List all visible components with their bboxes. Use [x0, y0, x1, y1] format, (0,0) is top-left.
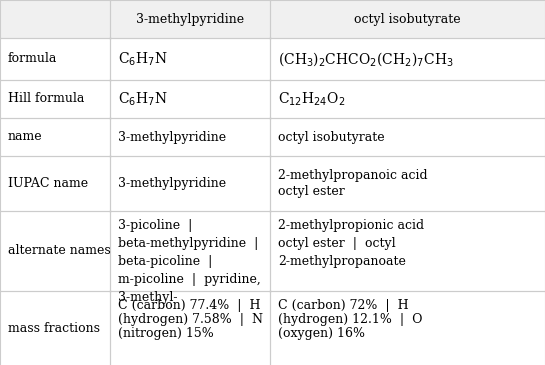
Text: name: name — [8, 131, 43, 143]
Text: IUPAC name: IUPAC name — [8, 177, 88, 190]
Bar — [0, 0, 110, 38]
Text: formula: formula — [8, 53, 57, 65]
Text: C$_6$H$_7$N: C$_6$H$_7$N — [118, 90, 168, 108]
Text: (nitrogen) 15%: (nitrogen) 15% — [118, 327, 214, 340]
Text: octyl isobutyrate: octyl isobutyrate — [278, 131, 385, 143]
Text: C$_{12}$H$_{24}$O$_2$: C$_{12}$H$_{24}$O$_2$ — [278, 90, 345, 108]
Text: 3-methylpyridine: 3-methylpyridine — [118, 177, 226, 190]
Text: (oxygen) 16%: (oxygen) 16% — [278, 327, 365, 340]
Text: (CH$_3$)$_2$CHCO$_2$(CH$_2$)$_7$CH$_3$: (CH$_3$)$_2$CHCO$_2$(CH$_2$)$_7$CH$_3$ — [278, 50, 453, 68]
Text: 3-methylpyridine: 3-methylpyridine — [118, 131, 226, 143]
Text: octyl isobutyrate: octyl isobutyrate — [354, 12, 461, 26]
Text: 3-methylpyridine: 3-methylpyridine — [136, 12, 244, 26]
Text: mass fractions: mass fractions — [8, 322, 100, 335]
Text: Hill formula: Hill formula — [8, 92, 84, 105]
Bar — [110, 0, 270, 38]
Text: C (carbon) 77.4%  |  H: C (carbon) 77.4% | H — [118, 299, 261, 312]
Text: 2-methylpropanoic acid
octyl ester: 2-methylpropanoic acid octyl ester — [278, 169, 428, 199]
Text: (hydrogen) 7.58%  |  N: (hydrogen) 7.58% | N — [118, 313, 263, 326]
Text: 3-picoline  |
beta-methylpyridine  |
beta-picoline  |
m-picoline  |  pyridine,
3: 3-picoline | beta-methylpyridine | beta-… — [118, 219, 261, 304]
Text: C (carbon) 72%  |  H: C (carbon) 72% | H — [278, 299, 409, 312]
Text: C$_6$H$_7$N: C$_6$H$_7$N — [118, 50, 168, 68]
Bar — [270, 0, 545, 38]
Text: alternate names: alternate names — [8, 245, 111, 257]
Text: (hydrogen) 12.1%  |  O: (hydrogen) 12.1% | O — [278, 313, 422, 326]
Text: 2-methylpropionic acid
octyl ester  |  octyl
2-methylpropanoate: 2-methylpropionic acid octyl ester | oct… — [278, 219, 424, 268]
